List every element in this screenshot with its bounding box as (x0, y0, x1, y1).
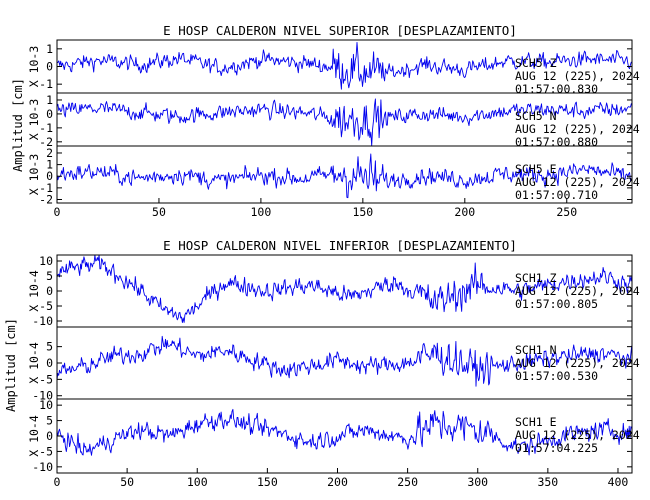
y-tick-label: -1 (39, 181, 53, 195)
x-tick-label: 250 (556, 205, 577, 219)
time-label: 01:57:04.225 (515, 441, 598, 455)
waveform-trace (56, 41, 632, 90)
y-tick-label: -10 (32, 314, 53, 328)
chart-title-upper: E HOSP CALDERON NIVEL SUPERIOR [DESPLAZA… (163, 23, 517, 38)
x-tick-label: 200 (454, 205, 475, 219)
panel-frame (56, 145, 633, 204)
scale-factor-label: X 10-3 (27, 46, 41, 88)
y-tick-label: 1 (46, 93, 53, 107)
x-tick-label: 50 (152, 205, 166, 219)
x-tick-label: 150 (257, 475, 278, 489)
y-tick-label: 5 (46, 414, 53, 428)
y-tick-label: -10 (32, 460, 53, 474)
x-tick-label: 350 (537, 475, 558, 489)
y-tick-label: -10 (32, 389, 53, 403)
channel-label: SCH5 Z (515, 56, 557, 70)
y-tick-label: -5 (39, 372, 53, 386)
scale-factor-label: X 10-3 (27, 154, 41, 196)
date-label: AUG 12 (225), 2024 (515, 122, 640, 136)
channel-label: SCH5 E (515, 162, 557, 176)
channel-label: SCH1 N (515, 343, 557, 357)
y-tick-label: 5 (46, 340, 53, 354)
y-tick-label: -2 (39, 135, 53, 149)
waveform-trace (56, 98, 632, 147)
y-tick-label: -1 (39, 77, 53, 91)
date-label: AUG 12 (225), 2024 (515, 69, 640, 83)
y-tick-label: 2 (46, 146, 53, 160)
y-tick-label: 10 (39, 398, 53, 412)
chart-title-lower: E HOSP CALDERON NIVEL INFERIOR [DESPLAZA… (163, 238, 517, 253)
date-label: AUG 12 (225), 2024 (515, 356, 640, 370)
date-label: AUG 12 (225), 2024 (515, 284, 640, 298)
scale-factor-label: X 10-3 (27, 99, 41, 141)
time-label: 01:57:00.805 (515, 297, 598, 311)
time-label: 01:57:00.710 (515, 188, 598, 202)
y-tick-label: 1 (46, 42, 53, 56)
x-tick-label: 150 (352, 205, 373, 219)
x-tick-label: 250 (397, 475, 418, 489)
x-tick-label: 0 (54, 205, 61, 219)
date-label: AUG 12 (225), 2024 (515, 428, 640, 442)
y-tick-label: 5 (46, 269, 53, 283)
y-tick-label: 0 (46, 429, 53, 443)
y-tick-label: 0 (46, 107, 53, 121)
x-tick-label: 200 (327, 475, 348, 489)
time-label: 01:57:00.830 (515, 82, 598, 96)
y-tick-label: -2 (39, 193, 53, 207)
channel-label: SCH1 Z (515, 271, 557, 285)
channel-label: SCH5 N (515, 109, 557, 123)
y-tick-label: 1 (46, 158, 53, 172)
y-tick-label: -5 (39, 299, 53, 313)
scale-factor-label: X 10-4 (27, 270, 41, 312)
y-tick-label: 0 (46, 60, 53, 74)
y-tick-label: 10 (39, 254, 53, 268)
waveform-trace (56, 335, 633, 387)
y-axis-label-lower: Amplitud [cm] (4, 318, 18, 412)
y-tick-label: 0 (46, 356, 53, 370)
waveform-trace (56, 254, 633, 324)
y-tick-label: 0 (46, 169, 53, 183)
y-tick-label: -5 (39, 444, 53, 458)
date-label: AUG 12 (225), 2024 (515, 175, 640, 189)
y-tick-label: 0 (46, 284, 53, 298)
x-tick-label: 50 (120, 475, 134, 489)
time-label: 01:57:00.530 (515, 369, 598, 383)
x-tick-label: 0 (54, 475, 61, 489)
x-tick-label: 100 (251, 205, 272, 219)
waveform-trace (56, 153, 632, 199)
y-axis-label-upper: Amplitud [cm] (11, 78, 25, 172)
x-tick-label: 100 (187, 475, 208, 489)
time-label: 01:57:00.880 (515, 135, 598, 149)
waveform-trace (56, 408, 633, 456)
channel-label: SCH1 E (515, 415, 557, 429)
x-tick-label: 300 (467, 475, 488, 489)
scale-factor-label: X 10-4 (27, 342, 41, 384)
y-tick-label: -1 (39, 121, 53, 135)
x-tick-label: 400 (608, 475, 629, 489)
scale-factor-label: X 10-4 (27, 415, 41, 457)
